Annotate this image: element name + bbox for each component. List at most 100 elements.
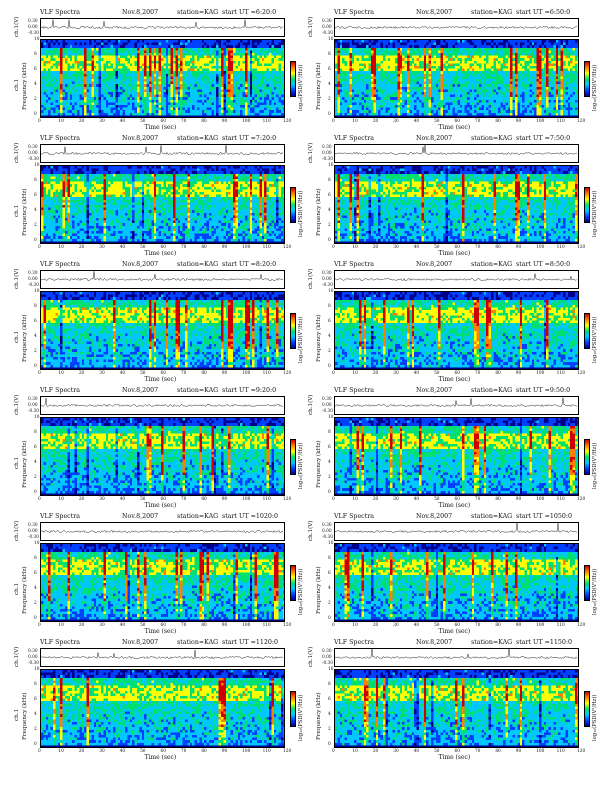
panel-station: station=KAG bbox=[177, 8, 218, 17]
panel-station: station=KAG bbox=[177, 260, 218, 269]
time-tick-label: 90 bbox=[222, 497, 227, 502]
colorbar-label: log₁₀(PSD(V²/Hz)) bbox=[592, 191, 598, 237]
time-tick-label: 100 bbox=[536, 371, 544, 376]
panel-start-ut: start UT =9:20:0 bbox=[222, 386, 276, 395]
trace-line bbox=[335, 145, 578, 156]
colorbar-label: log₁₀(PSD(V²/Hz)) bbox=[298, 317, 304, 363]
time-tick-label: 20 bbox=[373, 497, 378, 502]
colorbar bbox=[290, 691, 296, 727]
trace-plot bbox=[41, 397, 284, 408]
frequency-tick-label: 8 bbox=[34, 304, 37, 309]
panel-station: station=KAG bbox=[471, 512, 512, 521]
frequency-tick-label: 2 bbox=[34, 349, 37, 354]
time-tick-label: 10 bbox=[352, 119, 357, 124]
frequency-axis-label: Frequency (kHz) bbox=[22, 566, 28, 614]
frequency-axis-label: Frequency (kHz) bbox=[22, 692, 28, 740]
time-tick-label: 110 bbox=[557, 371, 565, 376]
time-tick-label: 100 bbox=[536, 749, 544, 754]
trace-tick-label: 0.00 bbox=[322, 151, 332, 156]
frequency-axis-label: Frequency (kHz) bbox=[22, 440, 28, 488]
time-tick-label: 20 bbox=[373, 371, 378, 376]
panel-start-ut: start UT =9:50:0 bbox=[516, 386, 570, 395]
time-tick-label: 70 bbox=[475, 497, 480, 502]
spectrogram-image bbox=[335, 292, 578, 369]
frequency-tick-label: 6 bbox=[328, 697, 331, 702]
trace-line bbox=[41, 271, 284, 282]
colorbar bbox=[584, 187, 590, 223]
time-tick-label: 90 bbox=[222, 245, 227, 250]
time-tick-label: 10 bbox=[58, 623, 63, 628]
frequency-tick-label: 4 bbox=[328, 586, 331, 591]
panel-date: Nov.8,2007 bbox=[122, 512, 158, 521]
trace-tick-label: 0.00 bbox=[322, 277, 332, 282]
trace-tick-label: -0.30 bbox=[322, 157, 333, 162]
frequency-tick-label: 0 bbox=[34, 238, 37, 243]
frequency-tick-label: 8 bbox=[328, 556, 331, 561]
spectrogram-image bbox=[41, 40, 284, 117]
time-tick-label: 100 bbox=[242, 245, 250, 250]
frequency-tick-label: 6 bbox=[328, 67, 331, 72]
frequency-tick-label: 10 bbox=[34, 541, 39, 546]
frequency-tick-label: 2 bbox=[328, 97, 331, 102]
time-tick-label: 10 bbox=[352, 497, 357, 502]
trace-line bbox=[41, 145, 284, 156]
frequency-tick-label: 6 bbox=[328, 445, 331, 450]
frequency-tick-label: 4 bbox=[328, 334, 331, 339]
frequency-tick-label: 6 bbox=[328, 193, 331, 198]
time-tick-label: 110 bbox=[263, 497, 271, 502]
spectrogram-plot bbox=[334, 417, 579, 496]
frequency-tick-label: 8 bbox=[34, 430, 37, 435]
colorbar-label: log₁₀(PSD(V²/Hz)) bbox=[592, 65, 598, 111]
frequency-tick-label: 0 bbox=[34, 616, 37, 621]
panel-date: Nov.8,2007 bbox=[122, 260, 158, 269]
trace-tick-label: -0.30 bbox=[28, 31, 39, 36]
time-tick-label: 100 bbox=[242, 371, 250, 376]
time-tick-label: 10 bbox=[58, 245, 63, 250]
spectrogram-plot bbox=[40, 669, 285, 748]
panel-title: VLF Spectra bbox=[334, 8, 374, 17]
panel-start-ut: start UT =7:50:0 bbox=[516, 134, 570, 143]
time-tick-label: 100 bbox=[536, 245, 544, 250]
frequency-tick-label: 10 bbox=[328, 163, 333, 168]
time-tick-label: 40 bbox=[120, 119, 125, 124]
panel-date: Nov.8,2007 bbox=[416, 8, 452, 17]
spectrogram-image bbox=[335, 166, 578, 243]
time-tick-label: 70 bbox=[181, 119, 186, 124]
frequency-tick-label: 10 bbox=[328, 37, 333, 42]
time-tick-label: 110 bbox=[557, 245, 565, 250]
colorbar-label: log₁₀(PSD(V²/Hz)) bbox=[298, 65, 304, 111]
time-tick-label: 30 bbox=[99, 119, 104, 124]
colorbar-label: log₁₀(PSD(V²/Hz)) bbox=[592, 443, 598, 489]
time-tick-label: 20 bbox=[79, 245, 84, 250]
spectrogram-image bbox=[41, 292, 284, 369]
time-tick-label: 20 bbox=[79, 497, 84, 502]
voltage-trace bbox=[40, 144, 285, 163]
trace-tick-label: 0.30 bbox=[28, 397, 38, 402]
trace-y-axis-label: ch.1(V) bbox=[308, 521, 314, 541]
time-tick-label: 70 bbox=[181, 245, 186, 250]
time-tick-label: 60 bbox=[455, 497, 460, 502]
frequency-tick-label: 0 bbox=[328, 616, 331, 621]
time-tick-label: 50 bbox=[140, 371, 145, 376]
trace-line bbox=[335, 25, 578, 30]
frequency-tick-label: 10 bbox=[328, 289, 333, 294]
frequency-tick-label: 0 bbox=[34, 364, 37, 369]
trace-tick-label: 0.30 bbox=[322, 145, 332, 150]
time-tick-label: 120 bbox=[577, 245, 585, 250]
time-tick-label: 60 bbox=[161, 371, 166, 376]
time-tick-label: 60 bbox=[455, 119, 460, 124]
trace-y-axis-label: ch.1(V) bbox=[14, 143, 20, 163]
trace-plot bbox=[335, 25, 578, 30]
trace-tick-label: 0.30 bbox=[322, 19, 332, 24]
time-tick-label: 20 bbox=[79, 749, 84, 754]
time-axis-label: Time (sec) bbox=[145, 628, 177, 635]
colorbar bbox=[584, 691, 590, 727]
time-tick-label: 20 bbox=[373, 245, 378, 250]
time-tick-label: 10 bbox=[352, 623, 357, 628]
spectrogram-plot bbox=[40, 39, 285, 118]
voltage-trace bbox=[334, 522, 579, 541]
time-tick-label: 100 bbox=[242, 497, 250, 502]
trace-plot bbox=[41, 649, 284, 660]
panel-station: station=KAG bbox=[471, 8, 512, 17]
panel-title: VLF Spectra bbox=[334, 512, 374, 521]
